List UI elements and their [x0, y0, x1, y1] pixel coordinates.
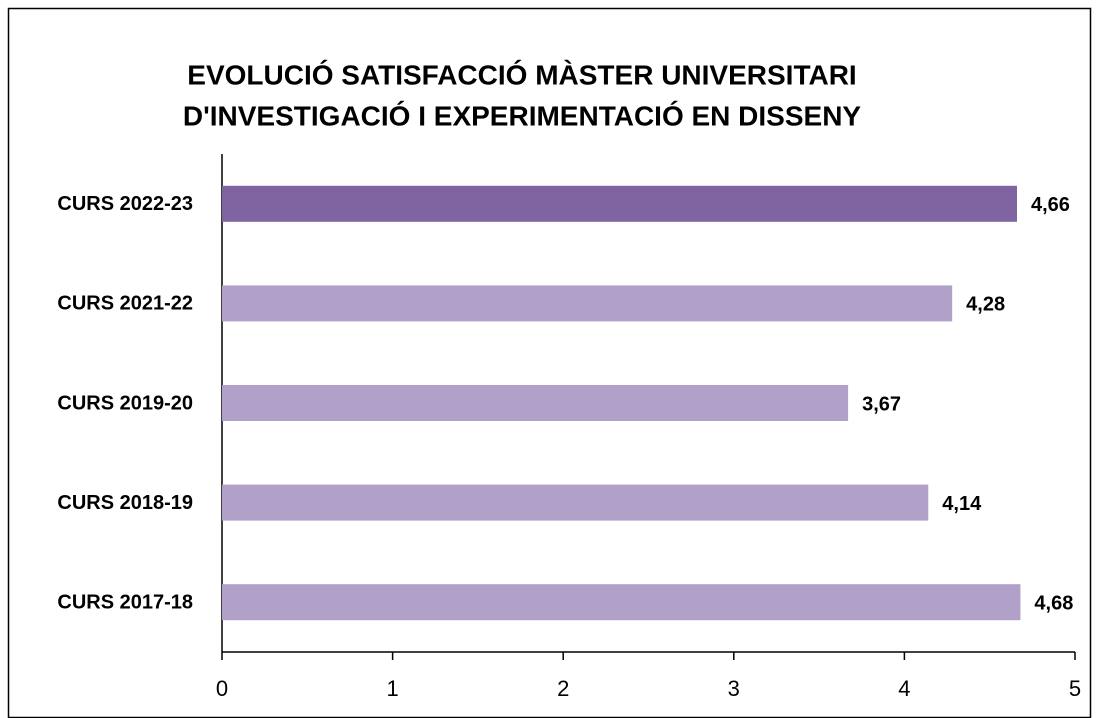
- value-label: 4,14: [942, 493, 982, 515]
- x-tick-label: 3: [728, 676, 740, 701]
- bar: [222, 385, 849, 421]
- bar: [222, 484, 929, 521]
- bar: [222, 584, 1021, 621]
- bar: [222, 285, 953, 322]
- value-label: 3,67: [862, 393, 901, 415]
- y-tick-label: CURS 2017-18: [57, 591, 193, 613]
- value-label: 4,66: [1031, 194, 1070, 216]
- bar: [222, 185, 1017, 222]
- x-tick-label: 1: [386, 676, 398, 701]
- x-tick-label: 5: [1069, 676, 1081, 701]
- value-label: 4,68: [1034, 592, 1073, 614]
- chart-title: EVOLUCIÓ SATISFACCIÓ MÀSTER UNIVERSITARI: [187, 59, 856, 90]
- x-tick-label: 2: [557, 676, 569, 701]
- y-tick-label: CURS 2018-19: [57, 492, 193, 514]
- value-label: 4,28: [966, 294, 1005, 316]
- x-tick-label: 4: [898, 676, 910, 701]
- y-tick-label: CURS 2021-22: [57, 293, 193, 315]
- x-tick-label: 0: [216, 676, 228, 701]
- chart-title: D'INVESTIGACIÓ I EXPERIMENTACIÓ EN DISSE…: [183, 100, 862, 131]
- y-tick-label: CURS 2022-23: [57, 193, 193, 215]
- y-tick-label: CURS 2019-20: [57, 392, 193, 414]
